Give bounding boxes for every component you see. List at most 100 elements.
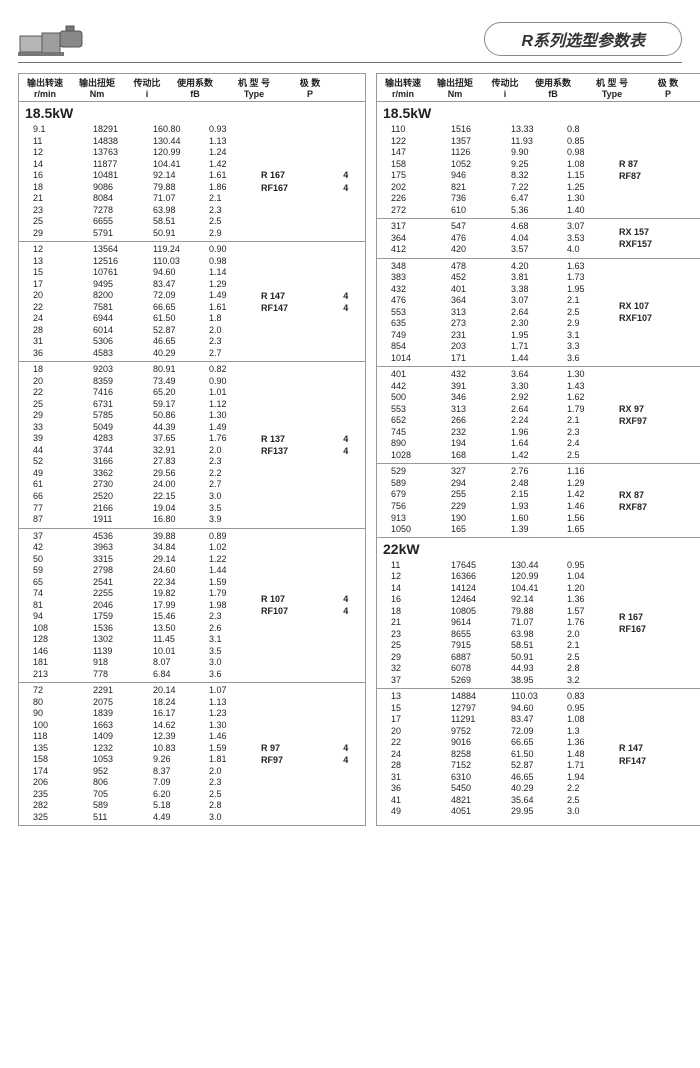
table-row: 4124203.574.0: [377, 244, 613, 256]
table-row: 5293272.761.16: [377, 466, 613, 478]
table-row: 1216366120.991.04: [377, 571, 613, 583]
table-row: 6792552.151.42: [377, 489, 613, 501]
table-row: 161048192.141.61: [19, 170, 255, 182]
table-row: 1819188.073.0: [19, 657, 255, 669]
table-row: 22758166.651.61: [19, 302, 255, 314]
model-cell: R 167RF16744: [255, 124, 365, 239]
page-header: R系列选型参数表: [18, 20, 682, 58]
page-title: R系列选型参数表: [484, 22, 682, 56]
table-row: 3255114.493.0: [19, 812, 255, 824]
table-row: 2267366.471.30: [377, 193, 613, 205]
spec-group: 3175474.683.073644764.043.534124203.574.…: [377, 219, 700, 259]
table-row: 94175915.462.3: [19, 611, 255, 623]
table-row: 110151613.330.8: [377, 124, 613, 136]
model-cell: R 87RF8744: [613, 124, 700, 216]
table-row: 59279824.601.44: [19, 565, 255, 577]
table-row: 4763643.072.1: [377, 295, 613, 307]
table-row: 37453639.880.89: [19, 531, 255, 543]
table-row: 5003462.921.62: [377, 392, 613, 404]
table-row: 24694461.501.8: [19, 313, 255, 325]
motor-icon: [18, 20, 88, 58]
table-row: 108153613.502.6: [19, 623, 255, 635]
model-cell: RX 157RXF15744: [613, 221, 700, 256]
table-row: 3644764.043.53: [377, 233, 613, 245]
table-row: 1213564119.240.90: [19, 244, 255, 256]
model-cell: R 97RF9744: [255, 685, 365, 823]
table-row: 2137786.843.6: [19, 669, 255, 681]
table-row: 4423913.301.43: [377, 381, 613, 393]
power-rating: 22kW: [377, 537, 700, 558]
table-row: 28715252.871.71: [377, 760, 613, 772]
table-row: 2357056.202.5: [19, 789, 255, 801]
table-row: 1117645130.440.95: [377, 560, 613, 572]
table-row: 8542031.713.3: [377, 341, 613, 353]
model-cell: RX 87RXF8744: [613, 466, 700, 535]
table-row: 118140912.391.46: [19, 731, 255, 743]
table-row: 1114838130.441.13: [19, 136, 255, 148]
table-row: 49336229.562.2: [19, 468, 255, 480]
table-row: 1213763120.991.24: [19, 147, 255, 159]
table-row: 39428337.651.76: [19, 433, 255, 445]
table-row: 128130211.453.1: [19, 634, 255, 646]
table-row: 4324013.381.95: [377, 284, 613, 296]
table-row: 100166314.621.30: [19, 720, 255, 732]
table-row: 20820072.091.49: [19, 290, 255, 302]
spec-group: 110151613.330.8122135711.930.8514711269.…: [377, 122, 700, 219]
table-row: 1759468.321.15: [377, 170, 613, 182]
spec-group: 1213564119.240.901312516110.030.98151076…: [19, 242, 365, 362]
table-row: 15810529.251.08: [377, 159, 613, 171]
table-row: 3175474.683.07: [377, 221, 613, 233]
table-row: 1411877104.411.42: [19, 159, 255, 171]
table-row: 1414124104.411.20: [377, 583, 613, 595]
model-cell: R 167RF16744: [613, 560, 700, 687]
table-row: 24825861.501.48: [377, 749, 613, 761]
table-row: 15810539.261.81: [19, 754, 255, 766]
table-row: 52316627.832.3: [19, 456, 255, 468]
table-row: 18920380.910.82: [19, 364, 255, 376]
left-column: 输出转速r/min 输出扭矩Nm 传动比i 使用系数fB 机 型 号Type 极…: [18, 73, 366, 826]
table-row: 135123210.831.59: [19, 743, 255, 755]
table-row: 2028217.221.25: [377, 182, 613, 194]
table-row: 23865563.982.0: [377, 629, 613, 641]
table-row: 9131901.601.56: [377, 513, 613, 525]
table-row: 2726105.361.40: [377, 205, 613, 217]
table-row: 17949583.471.29: [19, 279, 255, 291]
table-row: 3834523.811.73: [377, 272, 613, 284]
table-row: 66252022.153.0: [19, 491, 255, 503]
table-row: 22741665.201.01: [19, 387, 255, 399]
table-row: 31530646.652.3: [19, 336, 255, 348]
table-row: 20975272.091.3: [377, 726, 613, 738]
table-row: 72229120.141.07: [19, 685, 255, 697]
table-row: 21961471.071.76: [377, 617, 613, 629]
spec-group: 9.118291160.800.931114838130.441.1312137…: [19, 122, 365, 242]
table-row: 7452321.962.3: [377, 427, 613, 439]
table-row: 2068067.092.3: [19, 777, 255, 789]
table-row: 20835973.490.90: [19, 376, 255, 388]
table-row: 7562291.931.46: [377, 501, 613, 513]
table-row: 25673159.171.12: [19, 399, 255, 411]
table-row: 74225519.821.79: [19, 588, 255, 600]
table-row: 5892942.481.29: [377, 478, 613, 490]
table-row: 77216619.043.5: [19, 503, 255, 515]
table-row: 41482135.642.5: [377, 795, 613, 807]
model-cell: R 137RF13744: [255, 364, 365, 525]
table-row: 1314884110.030.83: [377, 691, 613, 703]
table-row: 25665558.512.5: [19, 216, 255, 228]
spec-group: 37453639.880.8942396334.841.0250331529.1…: [19, 529, 365, 684]
table-row: 31631046.651.94: [377, 772, 613, 784]
model-cell: R 147RF14744: [613, 691, 700, 818]
table-row: 21808471.072.1: [19, 193, 255, 205]
table-row: 42396334.841.02: [19, 542, 255, 554]
table-row: 22901666.651.36: [377, 737, 613, 749]
table-row: 90183916.171.23: [19, 708, 255, 720]
table-row: 5533132.642.5: [377, 307, 613, 319]
table-row: 25791558.512.1: [377, 640, 613, 652]
table-row: 171129183.471.08: [377, 714, 613, 726]
model-cell: R 147RF14744: [255, 244, 365, 359]
table-row: 44374432.912.0: [19, 445, 255, 457]
divider: [18, 62, 682, 63]
table-row: 122135711.930.85: [377, 136, 613, 148]
table-row: 81204617.991.98: [19, 600, 255, 612]
table-row: 37526938.953.2: [377, 675, 613, 687]
table-row: 1749528.372.0: [19, 766, 255, 778]
